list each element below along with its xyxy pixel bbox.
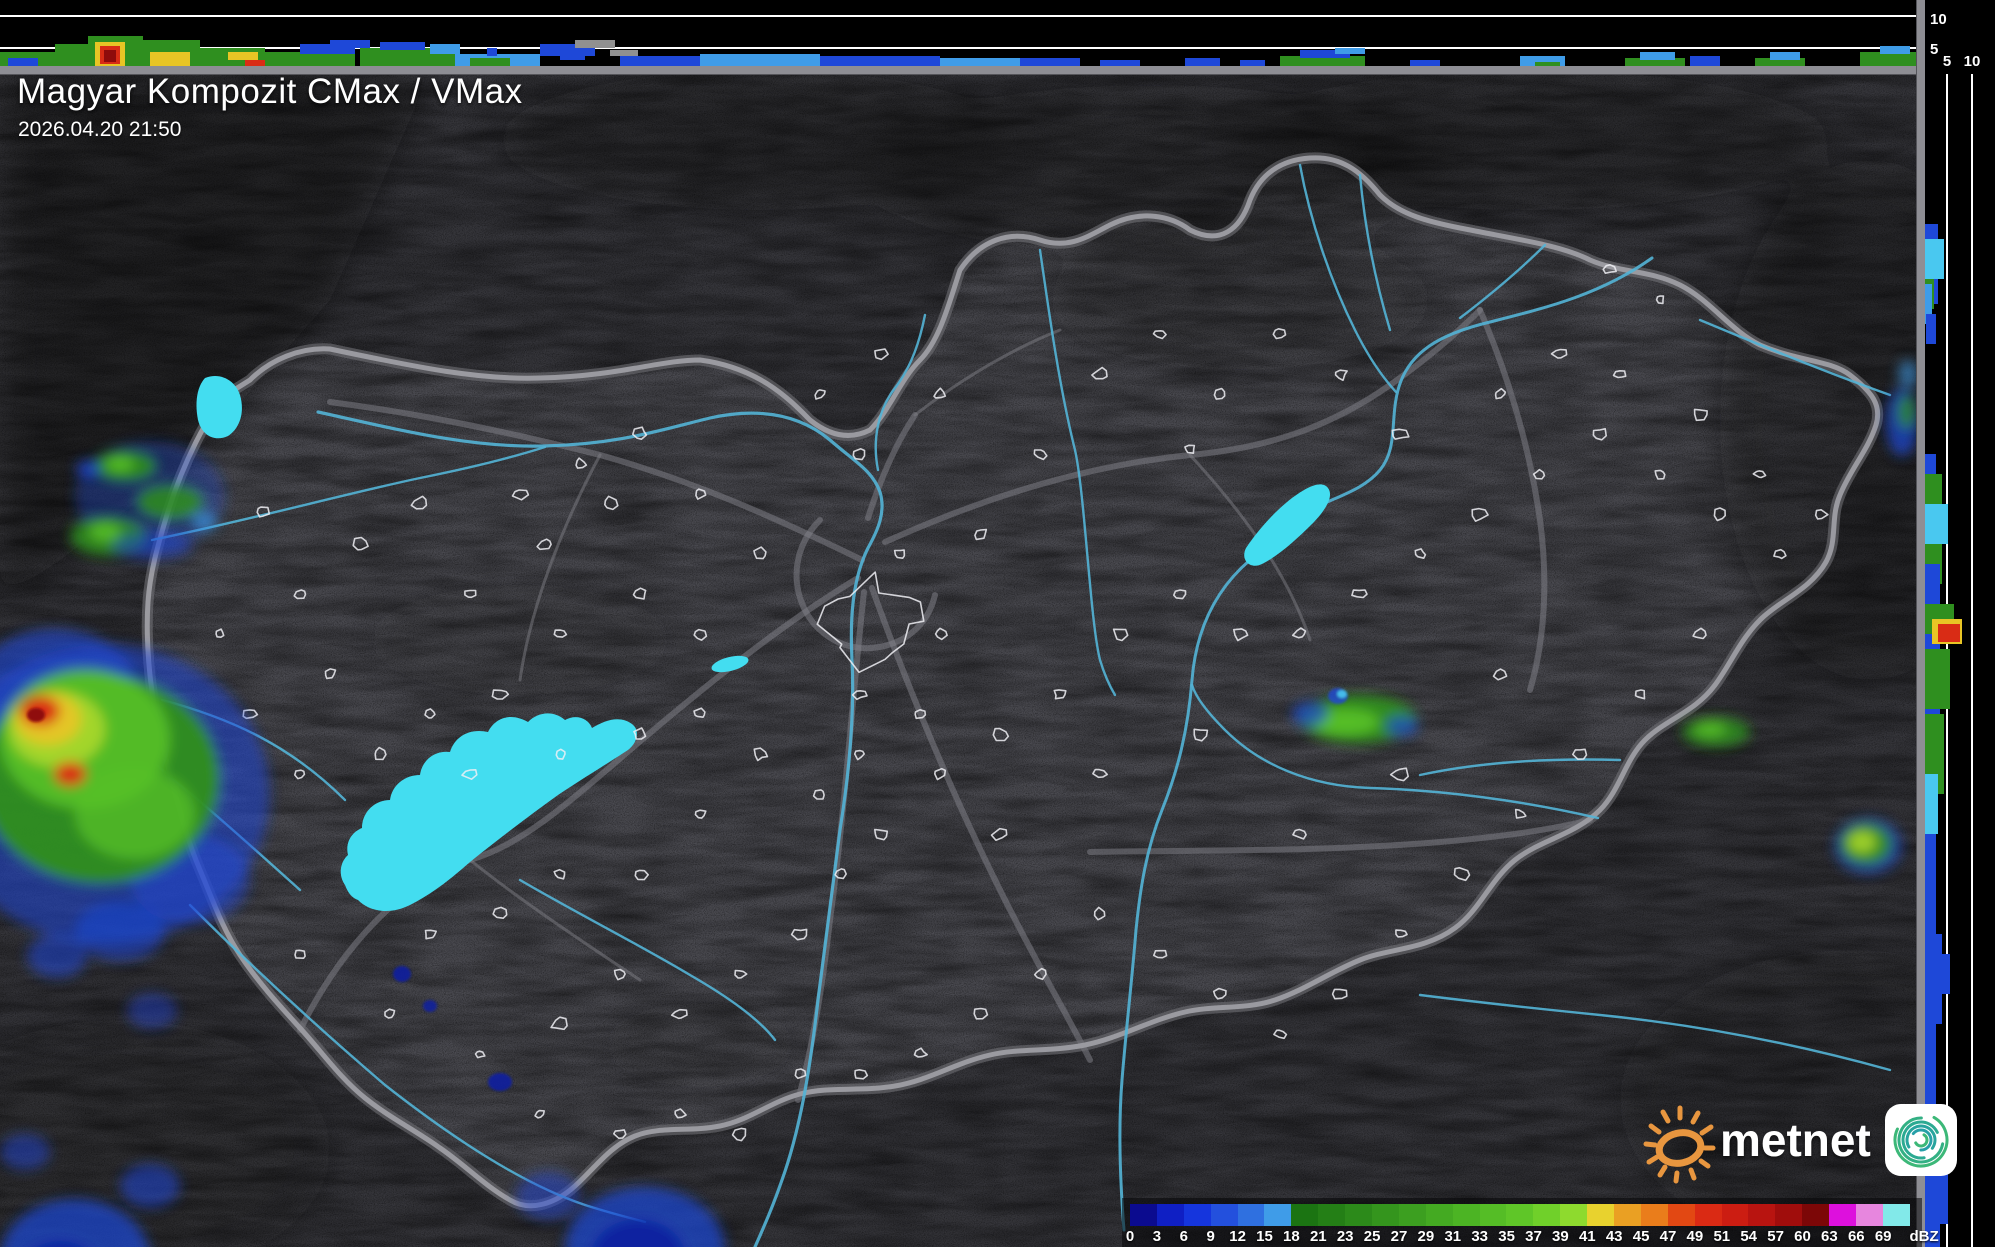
radar-echo-cores <box>27 688 1348 1091</box>
colorbar-tick-label: 35 <box>1498 1228 1515 1245</box>
colorbar-cell <box>1667 1204 1695 1226</box>
colorbar-cell <box>1721 1204 1749 1226</box>
colorbar-cell <box>1237 1204 1265 1226</box>
page-title: Magyar Kompozit CMax / VMax <box>17 72 523 111</box>
colorbar-cell <box>1318 1204 1346 1226</box>
colorbar-cell <box>1506 1204 1534 1226</box>
timestamp: 2026.04.20 21:50 <box>18 118 182 141</box>
colorbar-tick-label: 27 <box>1390 1228 1408 1245</box>
sun-icon <box>1643 1105 1716 1184</box>
colorbar-tick-label: 57 <box>1767 1228 1784 1245</box>
colorbar-tick-label: 23 <box>1336 1228 1354 1245</box>
colorbar-tick-label: 21 <box>1309 1228 1327 1245</box>
roads-layer <box>297 307 1593 1103</box>
right-height-profile-panel <box>1924 74 1995 1247</box>
colorbar-tick-label: 63 <box>1821 1228 1838 1245</box>
axis-label-right-5km: 5 <box>1942 53 1952 70</box>
colorbar-tick-label: 15 <box>1256 1228 1273 1245</box>
top-height-profile-panel <box>0 0 1920 66</box>
colorbar-cell <box>1829 1204 1857 1226</box>
colorbar-tick-label: 33 <box>1471 1228 1489 1245</box>
colorbar-tick-label: 18 <box>1283 1228 1300 1245</box>
colorbar-cell <box>1694 1204 1722 1226</box>
colorbar-cell <box>1856 1204 1883 1226</box>
colorbar <box>1130 1204 1910 1226</box>
lake-velence <box>711 655 749 673</box>
colorbar-tick-label: 37 <box>1525 1228 1542 1245</box>
colorbar-cell <box>1533 1204 1561 1226</box>
colorbar-cell <box>1614 1204 1641 1226</box>
colorbar-tick-label: 31 <box>1444 1228 1462 1245</box>
colorbar-cell <box>1640 1204 1668 1226</box>
lakes-layer <box>196 375 1331 912</box>
colorbar-tick-label: 69 <box>1874 1228 1892 1245</box>
colorbar-cell <box>1183 1204 1211 1226</box>
colorbar-cell <box>1560 1204 1588 1226</box>
colorbar-cell <box>1372 1204 1399 1226</box>
colorbar-cell <box>1210 1204 1238 1226</box>
colorbar-cell <box>1479 1204 1507 1226</box>
radar-map-svg <box>0 74 1916 1247</box>
axis-label-top-5km: 5 <box>1930 41 1939 58</box>
vertical-divider <box>1916 0 1925 1247</box>
colorbar-tick-label: 41 <box>1578 1228 1596 1245</box>
metnet-spiral-icon <box>1884 1104 1957 1176</box>
colorbar-tick-label: 0 <box>1125 1228 1135 1245</box>
colorbar-tick-label: 54 <box>1740 1228 1758 1245</box>
metnet-wordmark: metnet <box>1720 1114 1871 1166</box>
colorbar-cell <box>1398 1204 1426 1226</box>
colorbar-cell <box>1425 1204 1453 1226</box>
colorbar-tick-label: 43 <box>1605 1228 1623 1245</box>
colorbar-cell <box>1130 1204 1157 1226</box>
colorbar-cell <box>1802 1204 1830 1226</box>
colorbar-tick-label: 25 <box>1363 1228 1381 1245</box>
lake-tisza <box>1244 484 1331 566</box>
axis-label-top-10km: 10 <box>1930 11 1947 28</box>
colorbar-cell <box>1748 1204 1776 1226</box>
colorbar-tick-label: 66 <box>1847 1228 1865 1245</box>
colorbar-cell <box>1882 1204 1910 1226</box>
colorbar-tick-label: 9 <box>1206 1228 1215 1245</box>
colorbar-cell <box>1156 1204 1184 1226</box>
colorbar-tick-label: 47 <box>1659 1228 1677 1245</box>
colorbar-cell <box>1775 1204 1803 1226</box>
axis-label-right-10km: 10 <box>1963 53 1981 70</box>
colorbar-tick-label: 39 <box>1552 1228 1569 1245</box>
colorbar-cell <box>1587 1204 1615 1226</box>
lake-balaton <box>340 713 637 912</box>
country-border <box>141 152 1884 1212</box>
colorbar-tick-label: 3 <box>1152 1228 1162 1245</box>
colorbar-tick-label: 6 <box>1179 1228 1188 1245</box>
lake-ferto <box>196 375 242 439</box>
colorbar-tick-label: 45 <box>1632 1228 1650 1245</box>
colorbar-cell <box>1452 1204 1480 1226</box>
colorbar-tick-label: 29 <box>1417 1228 1435 1245</box>
colorbar-cell <box>1264 1204 1292 1226</box>
metnet-logo: metnet <box>1642 1096 1957 1184</box>
colorbar-tick-label: 49 <box>1686 1228 1704 1245</box>
radar-map <box>0 74 1916 1247</box>
horizontal-divider <box>0 66 1916 75</box>
corner-axis-panel <box>1924 0 1995 74</box>
colorbar-cell <box>1291 1204 1319 1226</box>
settlements-layer <box>215 263 1829 1142</box>
colorbar-tick-label: 60 <box>1794 1228 1811 1245</box>
colorbar-tick-label: 12 <box>1229 1228 1246 1245</box>
radar-echoes <box>0 360 1916 1247</box>
top-profile-svg <box>0 15 1920 66</box>
colorbar-cell <box>1345 1204 1373 1226</box>
colorbar-unit-label: dBZ <box>1909 1228 1939 1245</box>
right-profile-svg <box>1924 74 1973 1247</box>
colorbar-tick-label: 51 <box>1713 1228 1731 1245</box>
